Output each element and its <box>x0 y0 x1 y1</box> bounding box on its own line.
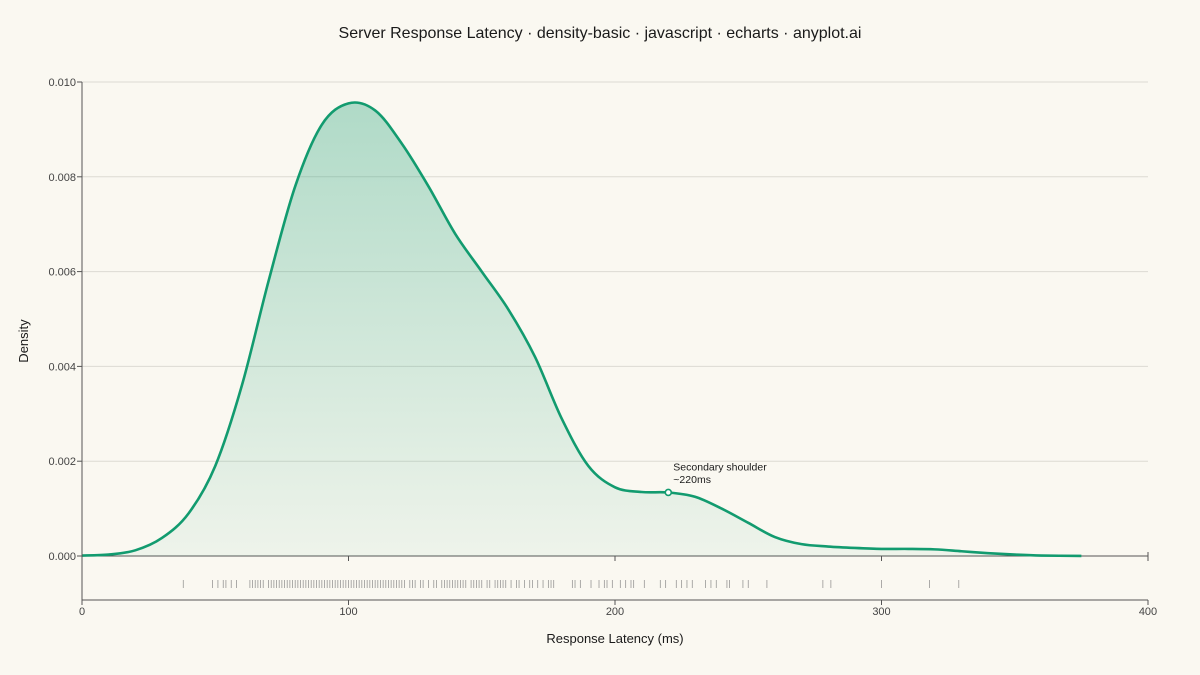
annotations: Secondary shoulder~220ms <box>664 461 767 497</box>
x-axis-title: Response Latency (ms) <box>546 631 683 646</box>
y-tick-label: 0.004 <box>48 361 76 373</box>
density-area <box>81 101 1082 558</box>
density-fill <box>82 102 1082 556</box>
axes: 0.000 0.002 0.004 0.006 0.008 0.010 0 100 200 300… <box>48 77 1157 618</box>
rug-marks <box>182 580 960 588</box>
annotation-point <box>664 488 673 497</box>
y-axis-title: Density <box>16 319 31 363</box>
annotation-label: ~220ms <box>673 474 711 486</box>
y-tick-label: 0.010 <box>48 77 76 89</box>
x-tick-label: 0 <box>79 606 85 618</box>
annotation-label: Secondary shoulder <box>673 461 767 473</box>
x-tick-label: 100 <box>339 606 357 618</box>
x-tick-label: 400 <box>1139 606 1157 618</box>
y-tick-label: 0.006 <box>48 267 76 279</box>
y-tick-label: 0.000 <box>48 551 76 563</box>
y-tick-label: 0.008 <box>48 172 76 184</box>
x-tick-label: 200 <box>606 606 624 618</box>
chart-title: Server Response Latency · density-basic … <box>339 25 862 42</box>
x-tick-label: 300 <box>872 606 890 618</box>
density-line <box>81 101 1082 558</box>
y-tick-label: 0.002 <box>48 456 76 468</box>
